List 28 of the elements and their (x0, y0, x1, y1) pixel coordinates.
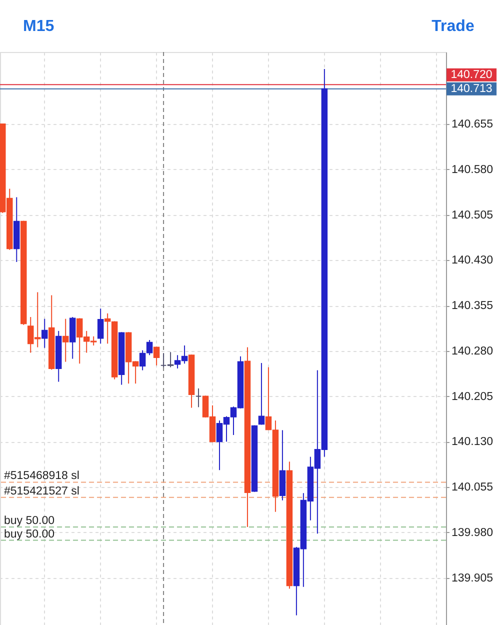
candlestick (97, 308, 104, 344)
y-tick-label: 140.580 (452, 164, 494, 176)
y-tick-label: 140.130 (452, 436, 494, 448)
candlestick (146, 340, 153, 356)
ref-line-label: #515421527 sl (4, 485, 80, 498)
y-tick-label: 140.430 (452, 254, 494, 267)
y-tick-label: 140.505 (452, 209, 494, 222)
y-tick-label: 140.280 (452, 345, 494, 358)
y-tick-label: 140.655 (452, 118, 494, 131)
candlestick (62, 318, 69, 362)
ref-line-label: 140.720 (450, 68, 492, 81)
y-tick-label: 139.980 (452, 526, 494, 539)
candlestick (195, 388, 202, 408)
candlestick (69, 316, 76, 360)
candlestick (258, 362, 265, 426)
y-tick-label: 140.355 (452, 300, 494, 312)
ref-line-label: buy 50.00 (4, 514, 55, 527)
text: Trade (432, 18, 474, 35)
ref-line-label: buy 50.00 (4, 528, 55, 540)
ref-line-label: #515468918 sl (4, 470, 80, 482)
candlestick (153, 346, 160, 366)
y-tick-label: 139.905 (452, 572, 494, 584)
candlestick (139, 350, 146, 371)
ref-line-label: 140.713 (450, 82, 492, 95)
y-tick-label: 140.055 (452, 482, 494, 494)
candlestick (41, 318, 48, 348)
chart-title: M15 (23, 18, 54, 35)
y-tick-label: 140.205 (452, 390, 494, 403)
